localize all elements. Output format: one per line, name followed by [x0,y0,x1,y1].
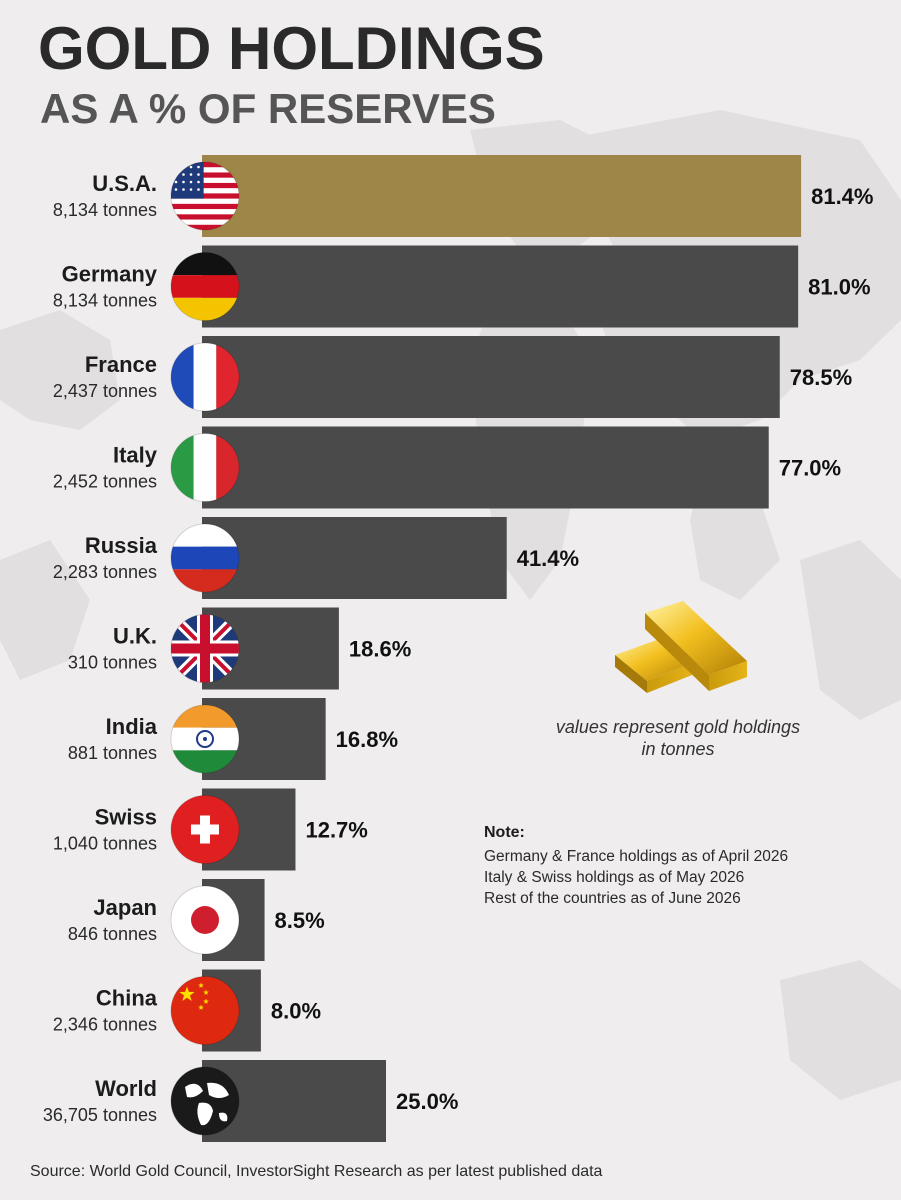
tonnes-label: 8,134 tonnes [53,291,157,311]
tonnes-label: 8,134 tonnes [53,200,157,220]
note-title: Note: [484,824,525,841]
bar-germany [202,245,799,328]
value-label: 16.8% [336,727,398,752]
country-label: Italy [113,443,158,468]
tonnes-label: 1,040 tonnes [53,834,157,854]
globe-icon [170,1066,240,1136]
tonnes-label: 2,452 tonnes [53,472,157,492]
value-label: 77.0% [779,456,841,481]
china-flag-icon [170,976,240,1045]
tonnes-label: 2,283 tonnes [53,562,157,582]
uk-flag-icon [170,614,240,683]
italy-flag-icon [170,433,240,502]
country-label: France [85,352,157,377]
note-line: Italy & Swiss holdings as of May 2026 [484,869,745,886]
germany-flag-icon [170,252,240,321]
switzerland-flag-icon [170,795,240,864]
country-label: India [106,714,158,739]
country-label: Germany [62,262,158,287]
country-label: World [95,1076,157,1101]
france-flag-icon [170,342,240,412]
bar-russia [202,517,507,599]
country-label: Russia [85,533,158,558]
tonnes-label: 881 tonnes [68,743,157,763]
russia-flag-icon [170,523,240,593]
note-line: Rest of the countries as of June 2026 [484,890,741,907]
india-flag-icon [170,704,240,774]
country-label: Swiss [95,805,157,830]
tonnes-label: 36,705 tonnes [43,1105,157,1125]
value-label: 81.0% [808,275,870,300]
value-label: 18.6% [349,637,411,662]
japan-flag-icon [170,885,240,955]
value-label: 8.5% [275,908,325,933]
tonnes-label: 2,346 tonnes [53,1015,157,1035]
usa-flag-icon [170,161,240,231]
value-label: 12.7% [305,818,367,843]
tonnes-label: 846 tonnes [68,924,157,944]
country-label: Japan [93,895,157,920]
gold-holdings-note: values represent gold holdings in tonnes [555,717,801,759]
tonnes-label: 310 tonnes [68,653,157,673]
page-subtitle: AS A % OF RESERVES [40,85,496,132]
country-label: U.S.A. [92,171,157,196]
tonnes-label: 2,437 tonnes [53,381,157,401]
value-label: 78.5% [790,365,852,390]
value-label: 81.4% [811,184,873,209]
value-label: 25.0% [396,1089,458,1114]
note-box: Note: Germany & France holdings as of Ap… [484,824,884,909]
page-title: GOLD HOLDINGS [38,15,545,82]
value-label: 41.4% [517,546,579,571]
value-label: 8.0% [271,999,321,1024]
country-label: China [96,986,158,1011]
gold-bars-icon [615,601,747,693]
country-label: U.K. [113,624,157,649]
bar-italy [202,426,769,509]
source-footer: Source: World Gold Council, InvestorSigh… [30,1163,603,1180]
bar-france [202,336,780,418]
note-line: Germany & France holdings as of April 20… [484,848,789,865]
bar-usa [202,155,802,237]
